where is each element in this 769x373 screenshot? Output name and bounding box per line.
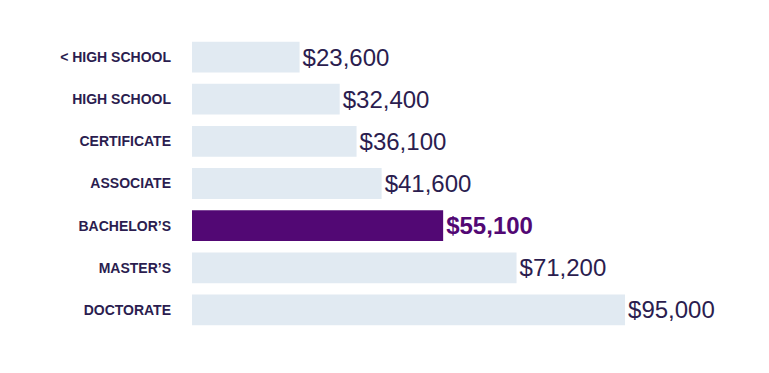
svg-text:$41,600: $41,600 <box>385 170 472 197</box>
svg-text:ASSOCIATE: ASSOCIATE <box>90 175 171 191</box>
svg-text:CERTIFICATE: CERTIFICATE <box>79 133 171 149</box>
svg-text:$23,600: $23,600 <box>303 44 390 71</box>
svg-text:$32,400: $32,400 <box>343 86 430 113</box>
svg-text:HIGH SCHOOL: HIGH SCHOOL <box>72 91 171 107</box>
svg-text:DOCTORATE: DOCTORATE <box>84 302 171 318</box>
svg-text:< HIGH SCHOOL: < HIGH SCHOOL <box>60 49 171 65</box>
svg-text:$71,200: $71,200 <box>520 254 607 281</box>
svg-text:$36,100: $36,100 <box>360 128 447 155</box>
svg-text:BACHELOR’S: BACHELOR’S <box>78 218 171 234</box>
svg-text:$55,100: $55,100 <box>446 212 533 239</box>
svg-text:MASTER’S: MASTER’S <box>99 260 171 276</box>
svg-text:$95,000: $95,000 <box>628 296 715 323</box>
